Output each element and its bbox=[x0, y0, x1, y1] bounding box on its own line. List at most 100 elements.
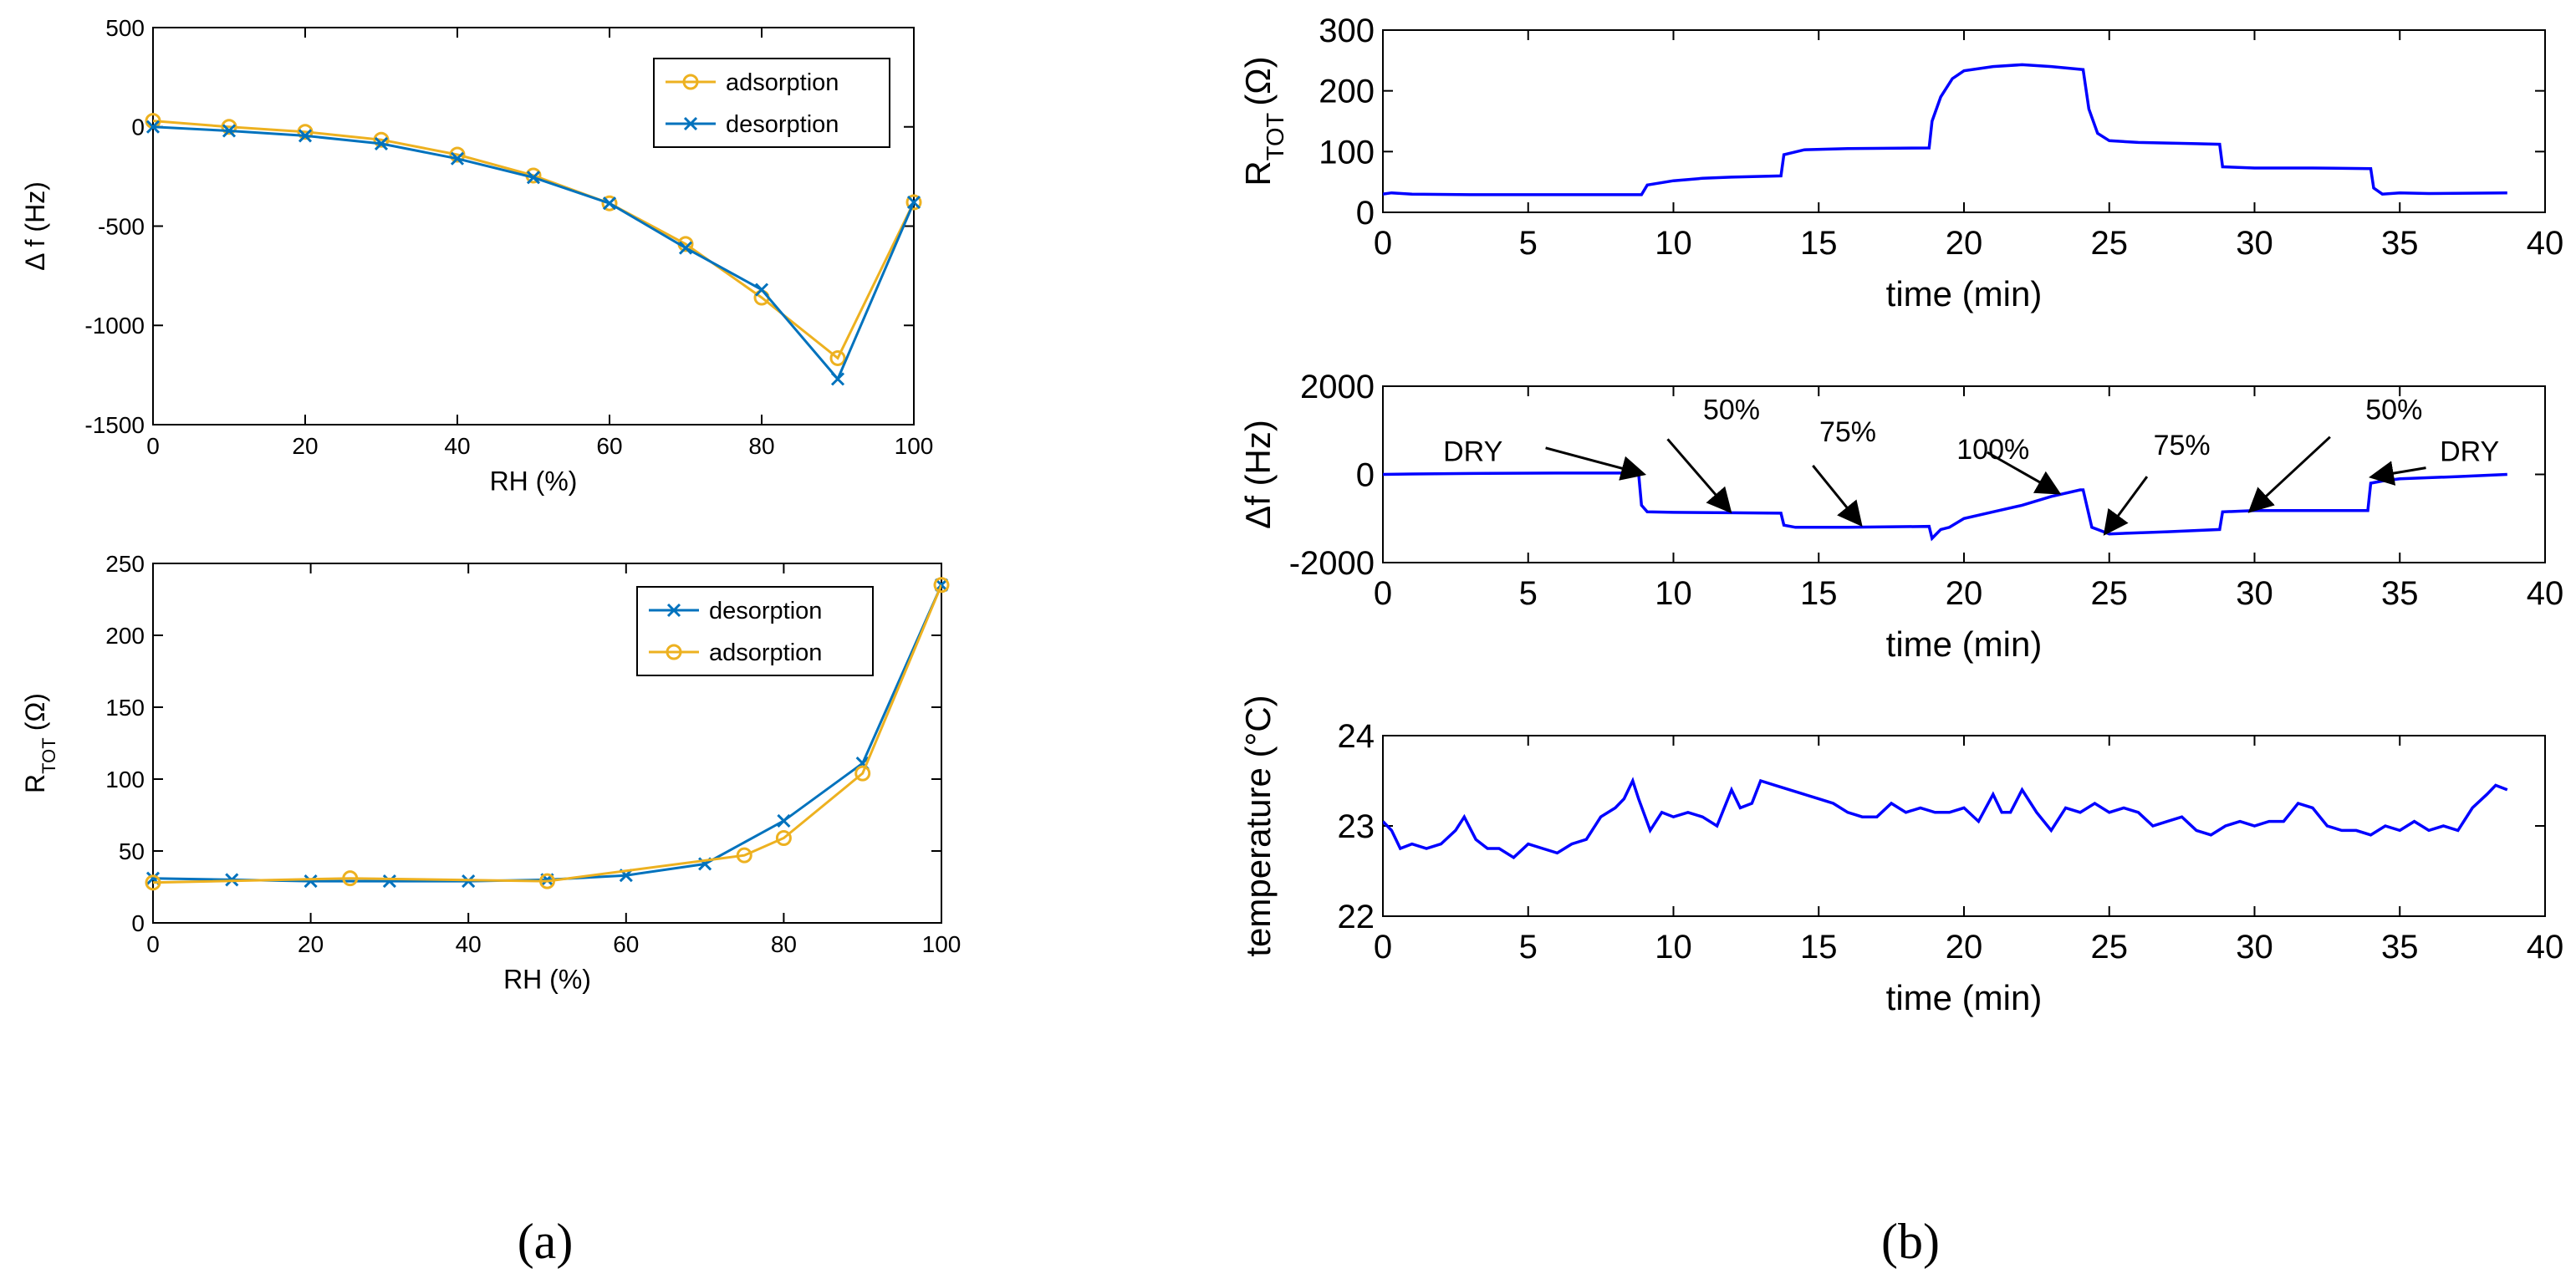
annotation-arrow bbox=[1812, 465, 1863, 527]
legend-box bbox=[636, 586, 874, 676]
y-tick-label: 0 bbox=[131, 115, 145, 140]
x-tick-label: 30 bbox=[2236, 929, 2273, 966]
x-tick-label: 40 bbox=[444, 433, 470, 459]
point-desorption bbox=[374, 136, 389, 150]
series-line-temperature bbox=[1383, 777, 2508, 859]
x-tick-label: 40 bbox=[2527, 929, 2564, 966]
annotation-arrow bbox=[2103, 476, 2149, 536]
annotation-arrow bbox=[2369, 461, 2426, 486]
legend-marker bbox=[666, 603, 681, 618]
y-tick-label: 300 bbox=[1319, 13, 1375, 49]
annotation-label: DRY bbox=[1443, 436, 1502, 468]
legend: adsorption desorption bbox=[653, 58, 890, 148]
point-adsorption bbox=[829, 349, 846, 366]
x-axis-label: time (min) bbox=[1886, 624, 2043, 664]
chart-a2: 0 20 40 60 80 100 0 50 100 150 200 250 RH (%) RTOT(Ω)… bbox=[20, 551, 961, 995]
point-adsorption bbox=[539, 873, 555, 889]
x-tick-label: 30 bbox=[2236, 225, 2273, 262]
x-tick-label: 0 bbox=[1374, 929, 1392, 966]
point-desorption bbox=[754, 283, 769, 297]
x-tick-label: 25 bbox=[2091, 575, 2129, 612]
series-line-f bbox=[1383, 471, 2507, 542]
x-tick-label: 100 bbox=[895, 433, 934, 459]
y-tick-label: -2000 bbox=[1289, 545, 1375, 582]
series-line-adsorption bbox=[153, 584, 941, 884]
x-tick-label: 40 bbox=[2527, 225, 2564, 262]
x-tick-label: 10 bbox=[1655, 929, 1692, 966]
y-tick-label: -1500 bbox=[84, 412, 145, 438]
x-tick-label: 60 bbox=[596, 433, 622, 459]
chart-a1: 0 20 40 60 80 100 -1500 -1000 -500 0 500 RH (%) Δ f … bbox=[20, 15, 933, 497]
x-tick-label: 40 bbox=[2527, 575, 2564, 612]
x-axis-label: RH (%) bbox=[503, 964, 591, 994]
annotation: 100% bbox=[1956, 434, 2062, 495]
y-tick-label: 50 bbox=[119, 838, 145, 864]
x-tick-label: 15 bbox=[1800, 929, 1838, 966]
x-tick-label: 0 bbox=[146, 433, 160, 459]
annotation: 75% bbox=[1812, 416, 1876, 527]
y-axis-label: Δ f (Hz) bbox=[20, 181, 50, 271]
point-desorption bbox=[450, 151, 465, 166]
x-tick-label: 0 bbox=[146, 931, 160, 957]
annotation-label: 75% bbox=[2154, 430, 2211, 461]
legend-marker bbox=[683, 116, 698, 131]
annotation: 50% bbox=[1666, 395, 1760, 514]
annotation-arrow bbox=[1666, 438, 1732, 514]
y-axis-label: temperature (°C) bbox=[1238, 695, 1278, 956]
point-desorption bbox=[382, 874, 396, 889]
y-tick-label: 0 bbox=[131, 910, 145, 936]
point-desorption bbox=[526, 171, 541, 185]
x-tick-label: 0 bbox=[1374, 575, 1392, 612]
y-axis-label: RTOT(Ω) bbox=[20, 693, 59, 793]
y-tick-label: 150 bbox=[105, 695, 145, 721]
point-desorption bbox=[830, 372, 845, 386]
y-tick-label: 250 bbox=[105, 551, 145, 577]
annotation-label: 50% bbox=[1703, 395, 1760, 426]
chart-b1: 0 5 10 15 20 25 30 35 40 0 100 200 300 time (min) RTOT… bbox=[1238, 13, 2563, 313]
y-tick-label: -1000 bbox=[84, 313, 145, 339]
legend-marker bbox=[682, 74, 699, 90]
legend-label: adsorption bbox=[726, 69, 839, 96]
annotation: DRY bbox=[1443, 436, 1647, 481]
point-adsorption bbox=[933, 577, 950, 594]
x-tick-label: 80 bbox=[748, 433, 774, 459]
y-tick-label: 200 bbox=[1319, 74, 1375, 110]
point-adsorption bbox=[736, 847, 752, 864]
annotation: 50% bbox=[2247, 395, 2422, 513]
y-tick-label: 0 bbox=[1356, 457, 1375, 494]
legend-label: adsorption bbox=[709, 640, 822, 666]
x-tick-label: 60 bbox=[613, 931, 639, 957]
annotation-label: 50% bbox=[2365, 395, 2422, 426]
x-tick-label: 35 bbox=[2381, 929, 2419, 966]
legend: desorption adsorption bbox=[636, 586, 874, 676]
x-tick-label: 30 bbox=[2236, 575, 2273, 612]
y-tick-label: 100 bbox=[105, 767, 145, 792]
y-tick-label: 2000 bbox=[1300, 369, 1375, 405]
point-adsorption bbox=[145, 874, 161, 891]
x-axis-label: RH (%) bbox=[490, 466, 578, 496]
panel-label-b: (b) bbox=[1881, 1214, 1940, 1269]
legend-label: desorption bbox=[726, 111, 839, 138]
annotation-arrow bbox=[2247, 436, 2331, 513]
x-tick-label: 5 bbox=[1519, 929, 1538, 966]
x-tick-label: 20 bbox=[1946, 929, 1983, 966]
x-tick-label: 20 bbox=[298, 931, 324, 957]
x-axis-label: time (min) bbox=[1886, 274, 2043, 313]
point-desorption bbox=[145, 120, 161, 134]
y-tick-label: 500 bbox=[105, 15, 145, 41]
x-tick-label: 40 bbox=[456, 931, 482, 957]
x-tick-label: 10 bbox=[1655, 225, 1692, 262]
x-tick-label: 35 bbox=[2381, 225, 2419, 262]
x-tick-label: 20 bbox=[1946, 225, 1983, 262]
point-adsorption bbox=[854, 765, 871, 782]
x-tick-label: 25 bbox=[2091, 929, 2129, 966]
y-tick-label: 23 bbox=[1338, 808, 1375, 845]
x-axis-label: time (min) bbox=[1886, 978, 2043, 1017]
annotation-arrow bbox=[1987, 451, 2062, 495]
point-desorption bbox=[298, 129, 313, 143]
plot-area bbox=[1382, 735, 2546, 917]
x-tick-label: 15 bbox=[1800, 575, 1838, 612]
point-adsorption bbox=[221, 119, 237, 135]
